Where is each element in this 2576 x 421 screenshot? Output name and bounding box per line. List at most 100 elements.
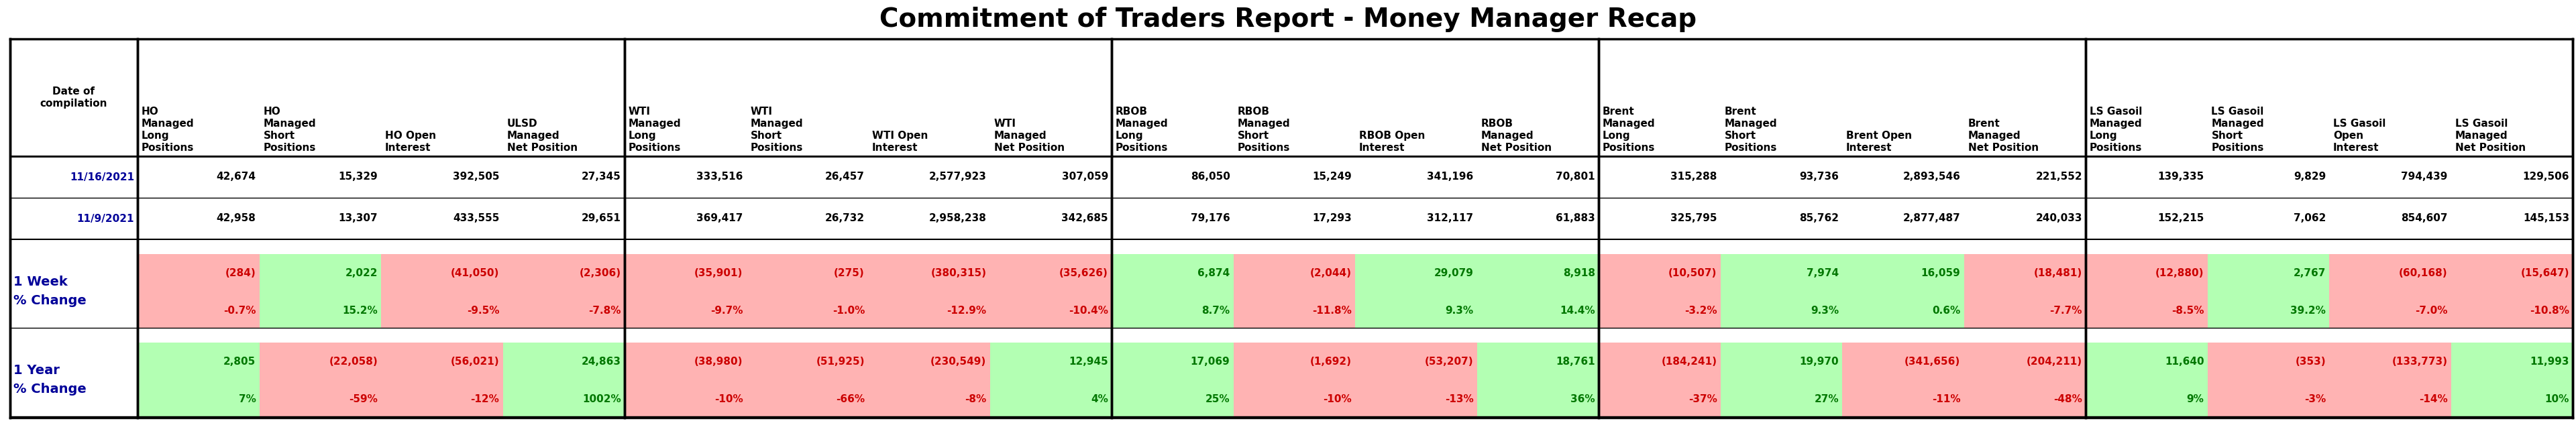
Text: 129,506: 129,506 [2522, 172, 2568, 182]
Text: 341,196: 341,196 [1427, 172, 1473, 182]
Bar [2329, 343, 2450, 381]
Text: (35,626): (35,626) [1059, 269, 1108, 279]
Text: 17,069: 17,069 [1190, 357, 1229, 367]
Bar [137, 343, 260, 381]
Text: (275): (275) [835, 269, 866, 279]
Text: 2,022: 2,022 [345, 269, 379, 279]
Bar [1600, 254, 1721, 293]
Text: 6,874: 6,874 [1198, 269, 1229, 279]
Text: Brent
Managed
Net Position: Brent Managed Net Position [1968, 119, 2038, 153]
Text: 70,801: 70,801 [1556, 172, 1595, 182]
Text: 17,293: 17,293 [1311, 213, 1352, 224]
Bar [989, 381, 1113, 416]
Text: -1.0%: -1.0% [832, 305, 866, 315]
Text: 315,288: 315,288 [1669, 172, 1718, 182]
Text: (56,021): (56,021) [451, 357, 500, 367]
Text: (380,315): (380,315) [930, 269, 987, 279]
Text: 2,877,487: 2,877,487 [1904, 213, 1960, 224]
Text: 11,640: 11,640 [2164, 357, 2205, 367]
Text: 15,329: 15,329 [337, 172, 379, 182]
Text: 1002%: 1002% [582, 394, 621, 404]
Text: 9.3%: 9.3% [1445, 305, 1473, 315]
Bar [623, 254, 747, 293]
Bar [502, 254, 623, 293]
Bar [1842, 343, 1963, 381]
Bar [1476, 293, 1600, 328]
Text: (184,241): (184,241) [1662, 357, 1718, 367]
Bar [2450, 293, 2573, 328]
Bar [2087, 254, 2208, 293]
Text: -10%: -10% [1324, 394, 1352, 404]
Bar [2329, 254, 2450, 293]
Bar [1721, 343, 1842, 381]
Text: 15.2%: 15.2% [343, 305, 379, 315]
Bar [2329, 381, 2450, 416]
Text: 8.7%: 8.7% [1203, 305, 1229, 315]
Text: -10.8%: -10.8% [2530, 305, 2568, 315]
Text: HO Open
Interest: HO Open Interest [384, 131, 435, 153]
Text: RBOB
Managed
Long
Positions: RBOB Managed Long Positions [1115, 107, 1170, 153]
Bar [1842, 254, 1963, 293]
Bar [623, 381, 747, 416]
Bar [868, 343, 989, 381]
Text: -8%: -8% [966, 394, 987, 404]
Bar [747, 381, 868, 416]
Text: LS Gasoil
Managed
Net Position: LS Gasoil Managed Net Position [2455, 119, 2524, 153]
Text: WTI Open
Interest: WTI Open Interest [873, 131, 927, 153]
Text: (230,549): (230,549) [930, 357, 987, 367]
Text: -12%: -12% [471, 394, 500, 404]
Text: 36%: 36% [1571, 394, 1595, 404]
Bar [989, 343, 1113, 381]
Bar [1600, 381, 1721, 416]
Bar [137, 254, 260, 293]
Bar [2208, 381, 2329, 416]
Text: WTI
Managed
Net Position: WTI Managed Net Position [994, 119, 1064, 153]
Text: 15,249: 15,249 [1311, 172, 1352, 182]
Text: (284): (284) [224, 269, 255, 279]
Text: 24,863: 24,863 [582, 357, 621, 367]
Bar [1234, 343, 1355, 381]
Text: -7.0%: -7.0% [2416, 305, 2447, 315]
Text: 392,505: 392,505 [453, 172, 500, 182]
Text: 85,762: 85,762 [1798, 213, 1839, 224]
Bar [2208, 293, 2329, 328]
Text: Brent
Managed
Long
Positions: Brent Managed Long Positions [1602, 107, 1656, 153]
Bar [623, 293, 747, 328]
Text: Commitment of Traders Report - Money Manager Recap: Commitment of Traders Report - Money Man… [878, 7, 1698, 32]
Text: 221,552: 221,552 [2035, 172, 2081, 182]
Text: 9%: 9% [2187, 394, 2205, 404]
Text: 240,033: 240,033 [2035, 213, 2081, 224]
Bar [260, 381, 381, 416]
Bar [623, 343, 747, 381]
Bar [1234, 254, 1355, 293]
Text: -13%: -13% [1445, 394, 1473, 404]
Bar [137, 381, 260, 416]
Bar [868, 254, 989, 293]
Bar [381, 381, 502, 416]
Text: 16,059: 16,059 [1922, 269, 1960, 279]
Bar [137, 293, 260, 328]
Text: (15,647): (15,647) [2522, 269, 2568, 279]
Text: 152,215: 152,215 [2159, 213, 2205, 224]
Bar [747, 254, 868, 293]
Text: -0.7%: -0.7% [224, 305, 255, 315]
Text: -9.7%: -9.7% [711, 305, 742, 315]
Bar [868, 293, 989, 328]
Bar [260, 254, 381, 293]
Text: 14.4%: 14.4% [1561, 305, 1595, 315]
Text: (22,058): (22,058) [330, 357, 379, 367]
Text: 27,345: 27,345 [582, 172, 621, 182]
Text: 2,805: 2,805 [224, 357, 255, 367]
Text: WTI
Managed
Long
Positions: WTI Managed Long Positions [629, 107, 680, 153]
Text: 2,767: 2,767 [2293, 269, 2326, 279]
Bar [1234, 381, 1355, 416]
Text: (2,306): (2,306) [580, 269, 621, 279]
Text: 342,685: 342,685 [1061, 213, 1108, 224]
Text: 325,795: 325,795 [1669, 213, 1718, 224]
Text: 4%: 4% [1090, 394, 1108, 404]
Text: RBOB
Managed
Short
Positions: RBOB Managed Short Positions [1236, 107, 1291, 153]
Text: 369,417: 369,417 [696, 213, 742, 224]
Bar [2450, 254, 2573, 293]
Text: 13,307: 13,307 [337, 213, 379, 224]
Bar [747, 343, 868, 381]
